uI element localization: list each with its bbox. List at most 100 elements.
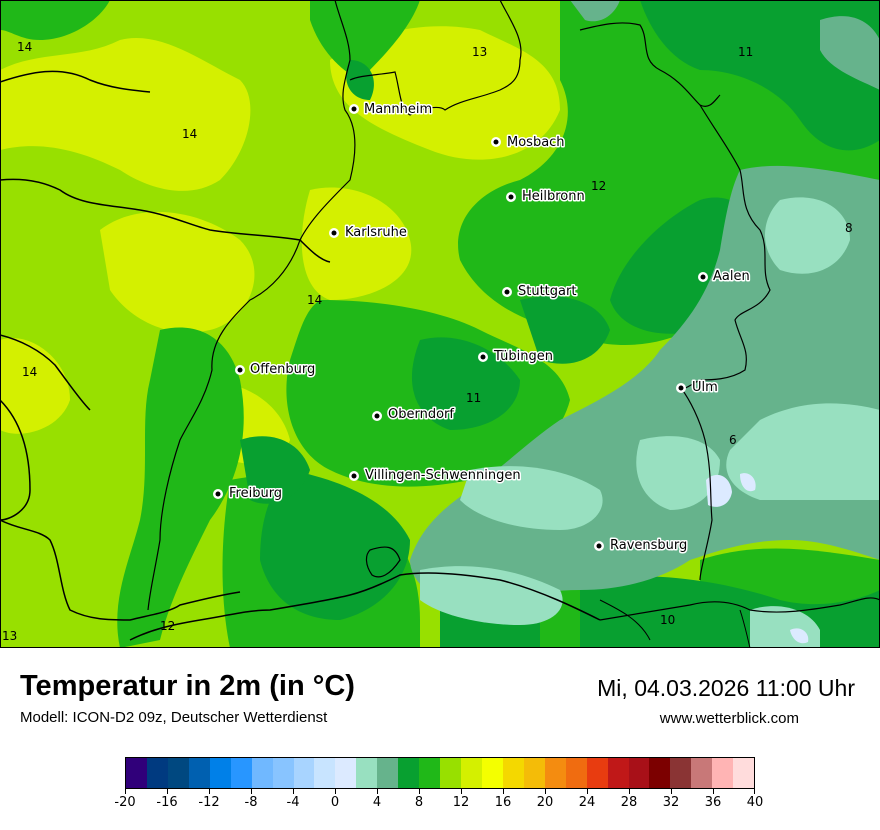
colorbar-segment: [712, 758, 734, 788]
website-link[interactable]: www.wetterblick.com: [659, 710, 799, 727]
contour-label: 13: [2, 629, 17, 643]
colorbar-tick: [125, 789, 126, 794]
colorbar-tick: [209, 789, 210, 794]
city-label: Aalen: [713, 269, 750, 284]
city-label: Tübingen: [493, 349, 553, 364]
city-oberndorf[interactable]: Oberndorf: [372, 406, 456, 424]
city-label: Mosbach: [507, 135, 565, 150]
city-markers: Mannheim Mosbach Heilbronn Karlsruhe Aal…: [213, 101, 751, 555]
colorbar-segment: [398, 758, 420, 788]
colorbar-segment: [209, 758, 231, 788]
colorbar-segment: [314, 758, 336, 788]
colorbar-tick-label: 16: [494, 795, 512, 810]
temperature-zone-1: [706, 473, 809, 644]
colorbar-segment: [188, 758, 210, 788]
city-label: Villingen-Schwenningen: [365, 468, 521, 483]
colorbar-segment: [335, 758, 357, 788]
city-label: Stuttgart: [518, 284, 576, 299]
colorbar-tick: [419, 789, 420, 794]
colorbar-segment: [670, 758, 692, 788]
colorbar-tick-label: 8: [414, 795, 424, 810]
city-label: Offenburg: [250, 362, 315, 377]
city-freiburg[interactable]: Freiburg: [213, 485, 284, 503]
colorbar-segment: [440, 758, 461, 788]
contour-label: 14: [17, 40, 32, 54]
colorbar-segment: [377, 758, 399, 788]
colorbar-tick: [293, 789, 294, 794]
colorbar-segment: [461, 758, 482, 788]
colorbar-tick: [545, 789, 546, 794]
contour-label: 11: [466, 391, 481, 405]
colorbar-segment: [691, 758, 713, 788]
colorbar-segment: [649, 758, 671, 788]
city-ravensburg[interactable]: Ravensburg: [594, 537, 689, 555]
colorbar-tick-label: -20: [114, 795, 136, 810]
colorbar-segment: [502, 758, 524, 788]
contour-label: 6: [729, 433, 737, 447]
temperature-map[interactable]: 14 13 11 14 12 8 14 14 11 6 10 12 13 Man…: [0, 0, 880, 648]
borders: [0, 0, 880, 648]
colorbar-tick-label: 28: [620, 795, 638, 810]
city-karlsruhe[interactable]: Karlsruhe: [329, 224, 408, 242]
city-label: Karlsruhe: [345, 225, 407, 240]
colorbar-segment: [628, 758, 650, 788]
city-label: Heilbronn: [522, 189, 585, 204]
contour-label: 14: [22, 365, 37, 379]
colorbar-segment: [481, 758, 503, 788]
forecast-datetime: Mi, 04.03.2026 11:00 Uhr: [597, 675, 855, 701]
city-label: Ravensburg: [610, 538, 687, 553]
city-aalen[interactable]: Aalen: [698, 268, 751, 286]
city-stuttgart[interactable]: Stuttgart: [502, 283, 578, 301]
colorbar-segment: [586, 758, 608, 788]
colorbar-segment: [167, 758, 189, 788]
colorbar-tick-label: 40: [746, 795, 764, 810]
colorbar-tick-label: 12: [452, 795, 470, 810]
colorbar-segment: [607, 758, 629, 788]
city-label: Mannheim: [364, 102, 432, 117]
colorbar-tick: [671, 789, 672, 794]
colorbar-tick: [377, 789, 378, 794]
colorbar-tick-label: 20: [536, 795, 554, 810]
temperature-zone-3: [420, 197, 880, 648]
contour-label: 12: [160, 619, 175, 633]
colorbar-tick-label: -12: [198, 795, 220, 810]
colorbar-segment: [251, 758, 273, 788]
city-ulm[interactable]: Ulm: [676, 379, 719, 397]
colorbar-segment: [126, 758, 147, 788]
city-label: Ulm: [692, 380, 718, 395]
city-mannheim[interactable]: Mannheim: [349, 101, 434, 119]
colorbar-tick: [335, 789, 336, 794]
city-heilbronn[interactable]: Heilbronn: [506, 188, 586, 206]
colorbar-tick-label: -8: [244, 795, 258, 810]
colorbar-tick-label: 24: [578, 795, 596, 810]
contour-label: 12: [591, 179, 606, 193]
contour-label: 10: [660, 613, 675, 627]
city-villingen-schwenningen[interactable]: Villingen-Schwenningen: [349, 467, 522, 485]
colorbar-segment: [523, 758, 545, 788]
colorbar-segment: [565, 758, 587, 788]
contour-label: 13: [472, 45, 487, 59]
colorbar-segment: [733, 758, 755, 788]
colorbar-tick-label: -16: [156, 795, 178, 810]
contour-labels: 14 13 11 14 12 8 14 14 11 6 10 12 13: [2, 40, 853, 643]
city-tuebingen[interactable]: Tübingen: [478, 348, 555, 366]
colorbar-tick: [713, 789, 714, 794]
colorbar-tick: [587, 789, 588, 794]
colorbar-segment: [356, 758, 378, 788]
contour-label: 11: [738, 45, 753, 59]
colorbar-legend: [125, 757, 755, 789]
colorbar-tick: [503, 789, 504, 794]
colorbar-tick: [629, 789, 630, 794]
map-canvas: 14 13 11 14 12 8 14 14 11 6 10 12 13 Man…: [0, 0, 880, 648]
city-label: Oberndorf: [388, 407, 454, 422]
colorbar-tick-label: -4: [286, 795, 300, 810]
contour-label: 14: [307, 293, 322, 307]
colorbar-segment: [544, 758, 566, 788]
colorbar-ticks: -20 -16 -12 -8 -4 0 4 8 12 16 20 24 28 32 36 40: [114, 789, 763, 819]
city-mosbach[interactable]: Mosbach: [491, 134, 566, 152]
city-offenburg[interactable]: Offenburg: [235, 361, 317, 379]
colorbar-segment: [272, 758, 294, 788]
colorbar-tick: [461, 789, 462, 794]
colorbar-tick: [167, 789, 168, 794]
colorbar-tick-label: 4: [372, 795, 382, 810]
